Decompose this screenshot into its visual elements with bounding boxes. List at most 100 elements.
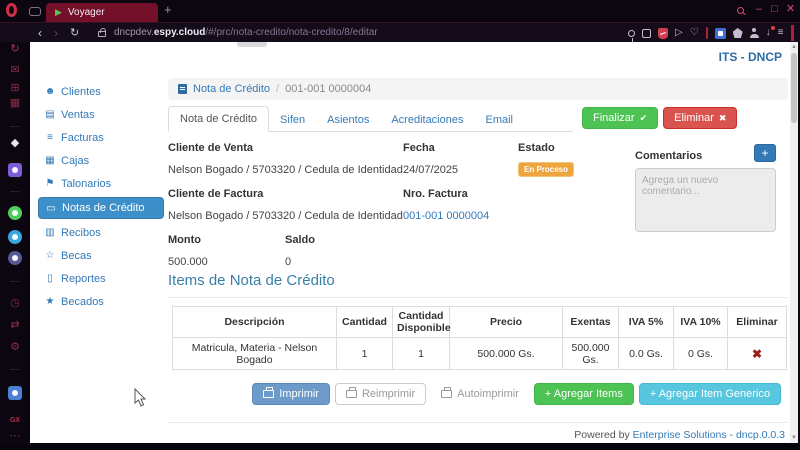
telegram-icon[interactable] — [8, 230, 22, 244]
forward-icon[interactable]: › — [54, 26, 58, 40]
window-bottom-edge — [0, 443, 800, 450]
printer-icon — [345, 387, 357, 398]
printer-icon — [263, 387, 275, 398]
monto-label: Monto — [168, 234, 201, 246]
check-icon: ✔ — [639, 112, 648, 123]
sidebar-item-facturas[interactable]: ≡ Facturas — [38, 126, 164, 149]
fecha-value: 24/07/2025 — [403, 164, 459, 176]
sidebar-item-ventas[interactable]: ▤ Ventas — [38, 103, 164, 126]
lock-icon[interactable] — [98, 28, 106, 37]
back-icon[interactable]: ‹ — [38, 26, 42, 40]
favorites-heart-icon[interactable]: ♡ — [689, 27, 699, 38]
sidebar-item-reportes[interactable]: ▯ Reportes — [38, 267, 164, 290]
scroll-down-icon[interactable]: ▼ — [791, 435, 797, 441]
tab-email[interactable]: Email — [485, 114, 513, 126]
item-precio: 500.000 Gs. — [449, 337, 563, 370]
maximize-button[interactable]: □ — [771, 3, 778, 15]
comment-input[interactable] — [635, 168, 776, 232]
gx-corner-icon[interactable]: GX — [9, 416, 21, 424]
tab-tiling-icon[interactable]: ⊞ — [10, 81, 20, 94]
tab-asientos[interactable]: Asientos — [327, 114, 370, 126]
whatsapp-icon[interactable] — [8, 206, 22, 220]
twitch-icon[interactable] — [8, 163, 22, 177]
add-items-button[interactable]: + Agregar Items — [533, 383, 634, 405]
minimize-button[interactable]: – — [756, 3, 763, 15]
scrollbar-thumb[interactable] — [791, 53, 797, 123]
add-generic-item-button[interactable]: + Agregar Item Generico — [638, 383, 781, 405]
finalize-label: Finalizar — [593, 112, 635, 124]
sidebar-item-label: Cajas — [61, 154, 90, 167]
main-content: Nota de Crédito / 001-001 0000004 Nota d… — [168, 78, 788, 443]
reprint-button[interactable]: Reimprimir — [334, 383, 427, 405]
sidebar-item-recibos[interactable]: ▥ Recibos — [38, 221, 164, 244]
sidebar-item-becados[interactable]: ★ Becados — [38, 290, 164, 313]
url-domain: espy.cloud — [153, 27, 206, 38]
item-cantidad: 1 — [336, 337, 393, 370]
delete-button[interactable]: Eliminar ✖ — [663, 107, 738, 129]
scroll-up-icon[interactable]: ▲ — [791, 44, 797, 50]
page-scrollbar[interactable]: ▲ ▼ — [790, 42, 798, 443]
browser-toolbar-icons: ▷ ♡ ↓ ≡ — [628, 23, 794, 43]
delete-item-icon[interactable]: ✖ — [751, 346, 763, 361]
item-iva5: 0.0 Gs. — [618, 337, 674, 370]
vpn-shield-icon[interactable] — [8, 386, 22, 400]
messages-icon[interactable]: ✉ — [10, 63, 20, 76]
item-row: Matricula, Materia - Nelson Bogado 1 1 5… — [172, 337, 787, 370]
profile-icon[interactable] — [749, 28, 759, 38]
column-header-eliminar: Eliminar — [727, 306, 787, 338]
tab-favicon-play-icon: ▶ — [55, 7, 62, 17]
settings-icon[interactable]: ⚙ — [10, 340, 20, 353]
item-exentas: 500.000 Gs. — [562, 337, 619, 370]
menu-icon[interactable]: ≡ — [777, 27, 784, 38]
powered-by-label: Powered by — [574, 429, 630, 441]
tab-acreditaciones[interactable]: Acreditaciones — [391, 114, 464, 126]
pinboards-icon[interactable] — [732, 28, 743, 38]
adblock-shield-icon[interactable] — [658, 27, 668, 39]
autoprint-button[interactable]: Autoimprimir — [431, 383, 529, 405]
tab-island-icon[interactable]: ▦ — [9, 96, 21, 109]
sidebar-item-notas-de-credito[interactable]: ▭ Notas de Crédito — [38, 197, 164, 219]
add-comment-button[interactable]: + — [754, 144, 776, 162]
discord-icon[interactable] — [8, 251, 22, 265]
status-badge: En Proceso — [518, 162, 575, 177]
downloads-icon[interactable]: ↓ — [765, 26, 775, 38]
browser-tab[interactable]: ▶ Voyager — [46, 3, 158, 22]
sidebar-item-label: Becados — [61, 295, 104, 308]
monto-value: 500.000 — [168, 256, 208, 268]
items-table: Descripción Cantidad Cantidad Disponible Pr… — [172, 306, 787, 370]
snapshot-icon[interactable] — [642, 28, 651, 38]
sidebar-item-becas[interactable]: ☆ Becas — [38, 244, 164, 267]
reload-icon[interactable]: ↻ — [70, 27, 80, 39]
cliente-factura-label: Cliente de Factura — [168, 188, 264, 200]
print-button[interactable]: Imprimir — [252, 383, 330, 405]
tab-sifen[interactable]: Sifen — [280, 114, 306, 126]
workspace-icon[interactable] — [29, 7, 41, 16]
sidebar-item-cajas[interactable]: ▦ Cajas — [38, 149, 164, 172]
breadcrumb-section[interactable]: Nota de Crédito — [193, 83, 271, 95]
sidebar-item-talonarios[interactable]: ⚑ Talonarios — [38, 172, 164, 195]
history-icon[interactable]: ◷ — [10, 296, 20, 309]
extension-icon[interactable] — [714, 27, 726, 39]
notas-de-credito-icon: ▭ — [46, 202, 56, 214]
footer-divider — [168, 422, 788, 423]
close-button[interactable]: ✕ — [786, 3, 796, 15]
sidebar-setup-icon[interactable]: ⋯ — [9, 429, 21, 442]
url-field[interactable]: dncpdev.espy.cloud/#/prc/nota-credito/no… — [114, 23, 378, 43]
enterprise-solutions-link[interactable]: Enterprise Solutions - dncp.0.0.3 — [632, 429, 785, 441]
search-icon[interactable] — [737, 7, 744, 14]
new-tab-button[interactable]: + — [164, 2, 172, 17]
nro-factura-link[interactable]: 001-001 0000004 — [403, 210, 490, 222]
column-header-iva-10: IVA 10% — [673, 306, 728, 338]
player-icon[interactable]: ▷ — [675, 27, 683, 38]
pin-icon[interactable] — [628, 29, 635, 42]
nro-factura-label: Nro. Factura — [403, 188, 468, 200]
flow-icon[interactable]: ⇄ — [10, 318, 20, 331]
sidebar-item-label: Ventas — [61, 108, 95, 121]
tab-nota-de-credito[interactable]: Nota de Crédito — [168, 106, 270, 132]
opera-logo-icon[interactable] — [6, 3, 17, 17]
sidebar-item-clientes[interactable]: ☻ Clientes — [38, 80, 164, 103]
saldo-value: 0 — [285, 256, 292, 268]
aria-ai-icon[interactable]: ◆ — [10, 136, 20, 149]
finalize-button[interactable]: Finalizar ✔ — [582, 107, 659, 129]
speed-dial-icon[interactable]: ↻ — [10, 42, 20, 55]
